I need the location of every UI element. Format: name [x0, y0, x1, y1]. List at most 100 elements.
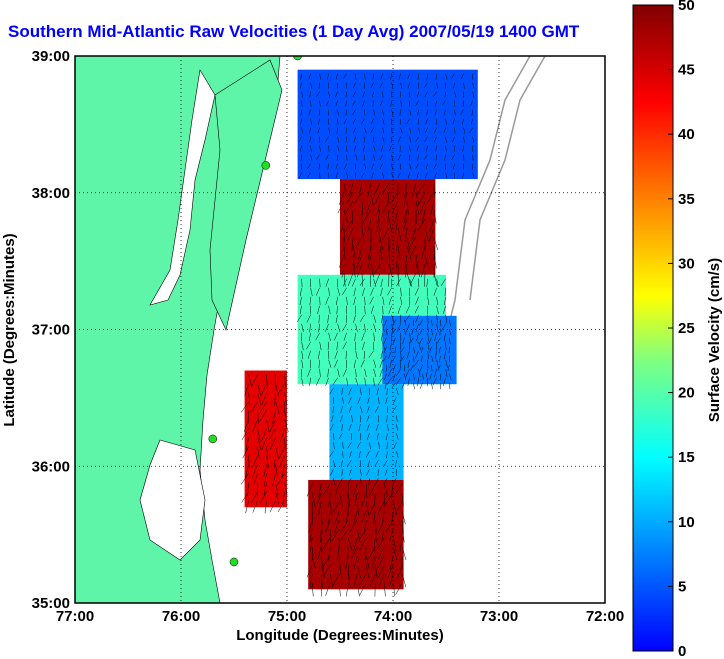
velocity-arrow [361, 492, 367, 506]
velocity-arrow [404, 328, 406, 336]
velocity-arrow [396, 415, 398, 423]
velocity-arrow [343, 273, 346, 287]
velocity-arrow [269, 419, 276, 432]
velocity-arrow [339, 478, 343, 485]
velocity-arrow [409, 245, 417, 259]
velocity-arrow [431, 319, 433, 327]
velocity-arrow [363, 350, 365, 360]
velocity-arrow [338, 254, 345, 268]
velocity-arrow [329, 424, 334, 431]
velocity-arrow [391, 382, 396, 389]
velocity-arrow [356, 501, 360, 516]
velocity-arrow [375, 406, 379, 413]
velocity-arrow [273, 455, 276, 469]
velocity-arrow [443, 305, 446, 314]
velocity-arrow [393, 397, 397, 404]
velocity-arrow [345, 109, 347, 116]
velocity-arrow [404, 183, 408, 197]
velocity-arrow [373, 182, 381, 196]
velocity-arrow [372, 73, 374, 80]
velocity-arrow [328, 492, 331, 507]
x-tick-label: 72:00 [586, 608, 624, 625]
velocity-arrow [353, 510, 358, 525]
colorbar-tick-label: 40 [678, 126, 695, 143]
velocity-arrow [391, 82, 394, 89]
velocity-arrow [269, 500, 276, 513]
velocity-arrow [260, 491, 267, 504]
velocity-arrow [353, 537, 358, 552]
velocity-arrow [327, 73, 329, 80]
velocity-arrow [369, 573, 376, 587]
velocity-arrow [435, 154, 437, 161]
velocity-arrow [325, 136, 329, 142]
velocity-arrow [299, 145, 302, 152]
velocity-arrow [354, 145, 356, 152]
velocity-arrow [386, 377, 392, 385]
velocity-arrow [307, 350, 311, 359]
velocity-arrow [397, 273, 400, 287]
velocity-arrow [359, 573, 367, 586]
velocity-arrow [338, 492, 343, 507]
peninsula [209, 59, 283, 331]
velocity-arrow [379, 163, 383, 170]
velocity-arrow [337, 136, 340, 143]
velocity-arrow [360, 388, 362, 396]
velocity-arrow [388, 350, 392, 359]
velocity-arrow [309, 528, 313, 543]
velocity-arrow [400, 346, 405, 353]
velocity-arrow [347, 227, 354, 241]
velocity-arrow [392, 319, 396, 326]
velocity-arrow [347, 460, 352, 467]
velocity-arrow [427, 323, 429, 333]
bay [149, 69, 216, 306]
velocity-arrow [412, 183, 417, 197]
velocity-arrow [349, 183, 354, 197]
velocity-arrow [422, 373, 424, 381]
axes-frame [74, 55, 606, 604]
velocity-arrow [369, 501, 376, 515]
velocity-arrow [353, 127, 356, 134]
velocity-arrow [397, 172, 401, 178]
velocity-arrow [343, 246, 346, 260]
velocity-arrow [340, 406, 343, 414]
velocity-arrow [320, 555, 324, 570]
velocity-arrow [397, 228, 402, 242]
velocity-arrow [329, 573, 333, 588]
velocity-arrow [379, 154, 383, 161]
velocity-arrow [447, 364, 450, 372]
velocity-arrow [248, 374, 253, 388]
velocity-arrow [431, 382, 433, 390]
velocity-arrow [275, 401, 280, 415]
velocity-region [329, 384, 404, 480]
velocity-arrow [352, 109, 356, 115]
velocity-arrow [443, 332, 446, 342]
velocity-arrow [463, 127, 466, 134]
velocity-arrow [365, 483, 368, 498]
velocity-arrow [345, 91, 347, 98]
velocity-arrow [309, 136, 311, 143]
velocity-arrow [388, 145, 392, 152]
velocity-arrow [398, 136, 401, 143]
velocity-arrow [354, 332, 356, 342]
velocity-arrow [370, 127, 374, 134]
velocity-arrow [433, 91, 437, 97]
velocity-arrow [252, 464, 258, 477]
y-tick-label: 36:00 [32, 458, 70, 475]
velocity-arrow [393, 373, 396, 380]
velocity-arrow [366, 415, 370, 422]
velocity-arrow [252, 455, 258, 468]
velocity-arrow [452, 136, 455, 143]
velocity-arrow [301, 377, 304, 387]
velocity-arrow [404, 373, 407, 381]
velocity-arrow [391, 200, 399, 214]
velocity-arrow [278, 500, 285, 512]
velocity-arrow [346, 546, 349, 561]
velocity-arrow [356, 442, 361, 449]
velocity-arrow [416, 172, 419, 179]
velocity-arrow [278, 455, 285, 468]
velocity-arrow [307, 163, 311, 169]
velocity-arrow [301, 341, 304, 351]
velocity-arrow [336, 127, 338, 134]
velocity-arrow [385, 397, 388, 405]
velocity-arrow [383, 337, 387, 344]
